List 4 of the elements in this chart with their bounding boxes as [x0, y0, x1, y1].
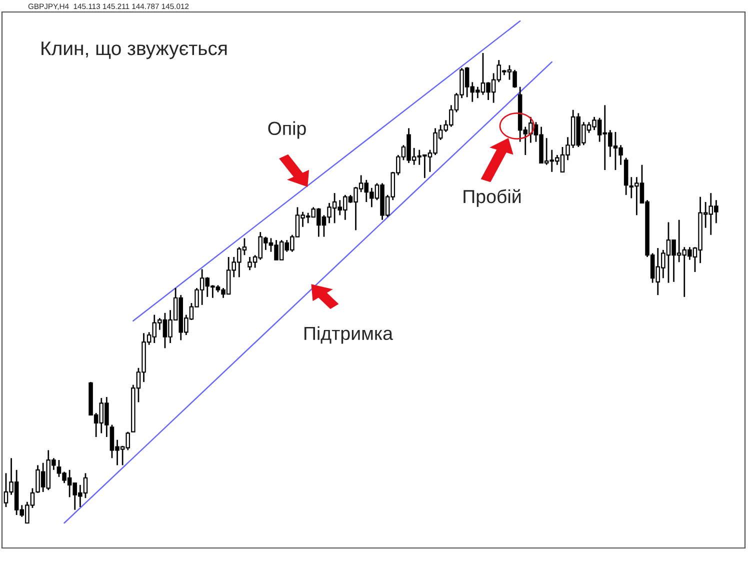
annotation: Опір	[268, 121, 306, 139]
chart-title: Клин, що звужується	[42, 42, 227, 60]
annotation: Підтримка	[304, 326, 394, 344]
annotation: Пробій	[464, 189, 521, 207]
